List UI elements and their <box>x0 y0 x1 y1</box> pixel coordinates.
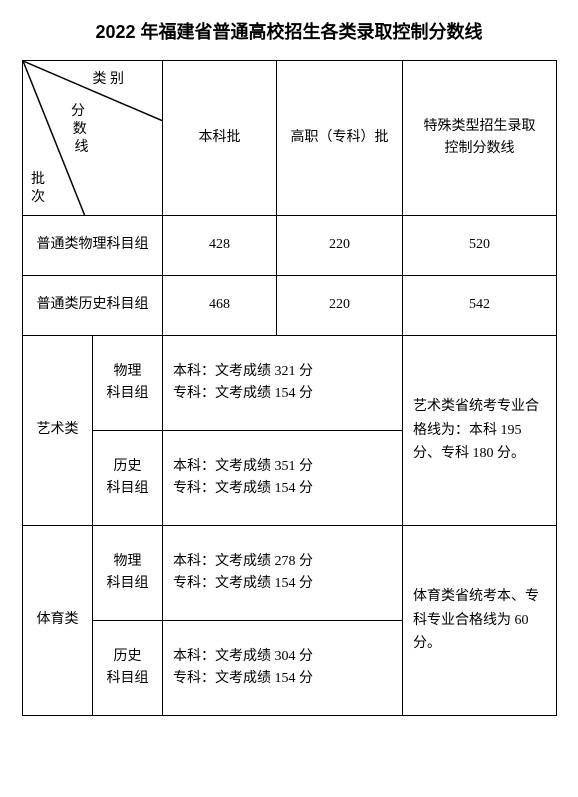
cell-art-history-scores: 本科：文考成绩 351 分 专科：文考成绩 154 分 <box>163 431 403 526</box>
cell-general-physics-special: 520 <box>403 216 557 276</box>
cell-general-history-benke: 468 <box>163 276 277 336</box>
cell-sport-history-scores: 本科：文考成绩 304 分 专科：文考成绩 154 分 <box>163 621 403 716</box>
row-label-sport-physics: 物理 科目组 <box>93 526 163 621</box>
sport-history-zhuanke: 专科：文考成绩 154 分 <box>173 668 396 690</box>
row-label-sport: 体育类 <box>23 526 93 716</box>
sport-history-benke: 本科：文考成绩 304 分 <box>173 646 396 668</box>
diag-label-category: 类 别 <box>93 71 125 89</box>
col-header-benke: 本科批 <box>163 61 277 216</box>
cell-general-history-gaozhi: 220 <box>277 276 403 336</box>
row-label-art-history: 历史 科目组 <box>93 431 163 526</box>
cell-sport-physics-scores: 本科：文考成绩 278 分 专科：文考成绩 154 分 <box>163 526 403 621</box>
page-title: 2022 年福建省普通高校招生各类录取控制分数线 <box>22 18 556 44</box>
col-header-special: 特殊类型招生录取 控制分数线 <box>403 61 557 216</box>
cell-general-physics-benke: 428 <box>163 216 277 276</box>
cell-art-physics-scores: 本科：文考成绩 321 分 专科：文考成绩 154 分 <box>163 336 403 431</box>
art-physics-zhuanke: 专科：文考成绩 154 分 <box>173 383 396 405</box>
cell-general-history-special: 542 <box>403 276 557 336</box>
diagonal-header-cell: 类 别 分 数 线 批 次 <box>23 61 163 216</box>
row-label-sport-history: 历史 科目组 <box>93 621 163 716</box>
art-history-benke: 本科：文考成绩 351 分 <box>173 456 396 478</box>
art-history-zhuanke: 专科：文考成绩 154 分 <box>173 478 396 500</box>
row-label-general-physics: 普通类物理科目组 <box>23 216 163 276</box>
art-physics-benke: 本科：文考成绩 321 分 <box>173 361 396 383</box>
cell-sport-note: 体育类省统考本、专科专业合格线为 60 分。 <box>403 526 557 716</box>
diag-label-batch: 批 次 <box>31 171 45 207</box>
row-label-art: 艺术类 <box>23 336 93 526</box>
col-header-gaozhi: 高职（专科）批 <box>277 61 403 216</box>
sport-physics-benke: 本科：文考成绩 278 分 <box>173 551 396 573</box>
cell-general-physics-gaozhi: 220 <box>277 216 403 276</box>
row-label-art-physics: 物理 科目组 <box>93 336 163 431</box>
diag-label-score: 分 数 线 <box>67 103 88 158</box>
row-label-general-history: 普通类历史科目组 <box>23 276 163 336</box>
score-table: 类 别 分 数 线 批 次 本科批 高职（专科）批 特殊类型招生录取 控制分数线… <box>22 60 557 716</box>
sport-physics-zhuanke: 专科：文考成绩 154 分 <box>173 573 396 595</box>
cell-art-note: 艺术类省统考专业合格线为：本科 195 分、专科 180 分。 <box>403 336 557 526</box>
